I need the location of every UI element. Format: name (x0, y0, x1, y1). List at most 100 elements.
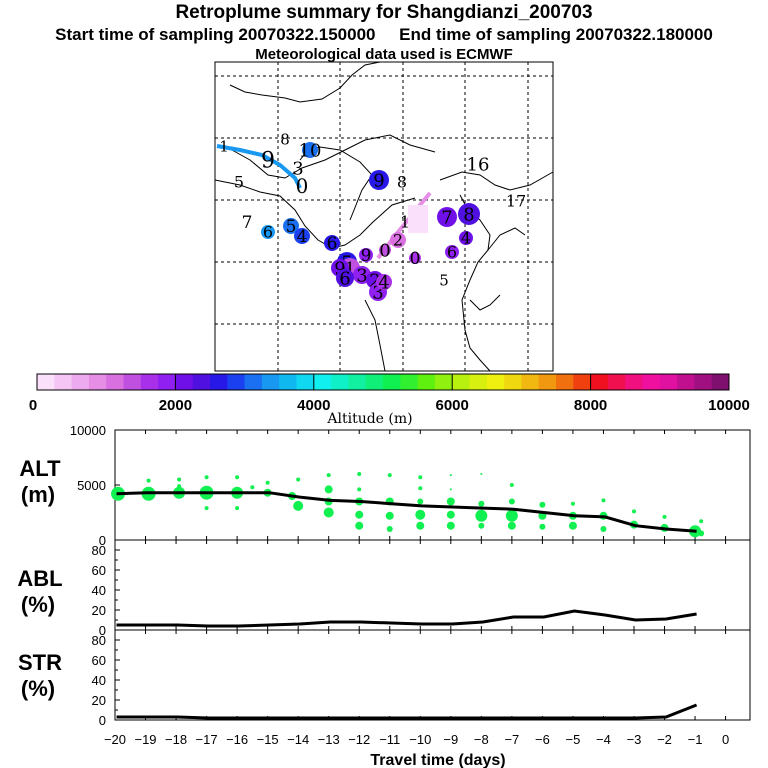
colorbar-swatch (452, 374, 470, 390)
alt-dot (204, 506, 209, 511)
colorbar-swatch (348, 374, 367, 390)
y-tick-label: 20 (92, 693, 106, 708)
colorbar-label: Altitude (m) (326, 411, 412, 427)
map-panel: 1810930576546598161778120965103296344 (214, 61, 554, 372)
plume-label: 4 (297, 227, 308, 247)
plume-point: 5 (283, 217, 299, 237)
plume-point: 10 (299, 140, 322, 161)
x-tick-label: −7 (504, 732, 519, 747)
abl-line (116, 609, 697, 628)
plume-point: 4 (294, 227, 310, 247)
y-tick-label: 20 (92, 603, 106, 618)
chart-title: Retroplume summary for Shangdianzi_20070… (175, 2, 593, 23)
plume-label: 4 (378, 272, 389, 293)
colorbar-swatch (521, 374, 540, 390)
alt-dot (235, 506, 240, 511)
colorbar-swatch (642, 374, 661, 390)
alt-dot (449, 488, 452, 491)
colorbar-swatch (227, 374, 246, 390)
plume-point: 6 (261, 223, 275, 242)
plume-label: 6 (447, 243, 457, 262)
y-tick-label: 0 (99, 623, 106, 638)
x-tick-label: −18 (165, 732, 187, 747)
colorbar-tick-label: 2000 (159, 397, 192, 414)
plume-marker (336, 269, 354, 287)
plume-label: 5 (439, 271, 449, 289)
plume-marker (369, 170, 389, 190)
plume-label: 2 (369, 270, 380, 291)
plume-point: 2 (390, 231, 406, 250)
plume-label: 10 (299, 140, 322, 161)
alt-dot (478, 522, 485, 529)
alt-dot (539, 501, 546, 508)
panel-frame (114, 429, 751, 541)
alt-dot (323, 507, 334, 518)
abl-panel: 80 60 40 20 0 ABL(%) (17, 539, 751, 638)
colorbar-swatch (296, 374, 315, 390)
plume-label: 0 (410, 249, 421, 269)
plume-label: 7 (242, 213, 253, 233)
plume-point: 8 (280, 130, 290, 148)
plume-label: 8 (463, 204, 474, 225)
alt-dot (357, 472, 362, 476)
x-axis-label: Travel time (days) (370, 752, 505, 768)
colorbar-swatch (140, 374, 159, 390)
plume-label: 5 (234, 173, 244, 192)
colorbar-swatch (694, 374, 713, 390)
alt-dot (475, 509, 488, 522)
trajectory-path-cyan (216, 144, 302, 189)
x-tick-label: −9 (443, 732, 458, 747)
alt-dot (417, 498, 424, 505)
str-panel: 80 60 40 20 0 STR(%) (18, 629, 751, 728)
alt-dot (146, 478, 151, 483)
plume-point: 5 (234, 173, 244, 192)
y-tick-label: 0 (99, 713, 106, 728)
y-tick-label: 10000 (70, 423, 106, 438)
plume-point: 9 (369, 170, 389, 191)
alt-panel: 10000 5000 0 ALT(m) (19, 423, 751, 548)
colorbar-swatch (383, 374, 401, 390)
panel-frame (114, 539, 751, 631)
plume-marker (390, 232, 406, 248)
plume-point: 0 (409, 249, 421, 269)
x-tick-label: −2 (657, 732, 672, 747)
plume-label: 5 (286, 217, 297, 237)
alt-dot (235, 475, 240, 480)
plume-label: 3 (356, 265, 367, 286)
colorbar-swatch (192, 374, 211, 390)
colorbar-swatch (504, 374, 522, 390)
colorbar-tick-label: 10000 (708, 397, 750, 414)
alt-dot (355, 521, 364, 530)
alt-dot (505, 509, 518, 522)
plume-label: 3 (372, 282, 383, 303)
colorbar-tick-label: 6000 (436, 397, 469, 414)
alt-dot (601, 498, 606, 503)
colorbar-ticks: 0 2000 4000 6000 8000 10000 (29, 374, 750, 414)
alt-dot (446, 510, 455, 519)
colorbar-swatch (244, 374, 263, 390)
plume-point: 4 (376, 272, 392, 293)
plume-marker (324, 235, 340, 251)
colorbar-swatch (434, 374, 453, 390)
alt-dot (480, 473, 483, 475)
plume-label: 8 (280, 130, 290, 148)
colorbar-swatch (261, 374, 280, 390)
end-time-label: End time of sampling 20070322.180000 (399, 25, 713, 44)
alt-dot (250, 485, 255, 490)
colorbar-swatch (106, 374, 124, 390)
plume-label: 0 (296, 174, 309, 198)
alt-dot (293, 500, 304, 511)
sampling-times: Start time of sampling 20070322.150000 E… (0, 25, 768, 45)
x-tick-label: −10 (409, 732, 431, 747)
map-grid (215, 62, 553, 371)
colorbar-swatch (37, 374, 55, 390)
y-tick-label: 5000 (77, 478, 106, 493)
plume-marker (359, 248, 373, 262)
alt-dot (387, 473, 392, 478)
plume-point: 0 (379, 240, 391, 261)
y-tick-label: 80 (92, 633, 106, 648)
plume-point: 1 (400, 213, 410, 232)
colorbar-swatch (158, 374, 176, 390)
alt-dot (446, 521, 455, 530)
